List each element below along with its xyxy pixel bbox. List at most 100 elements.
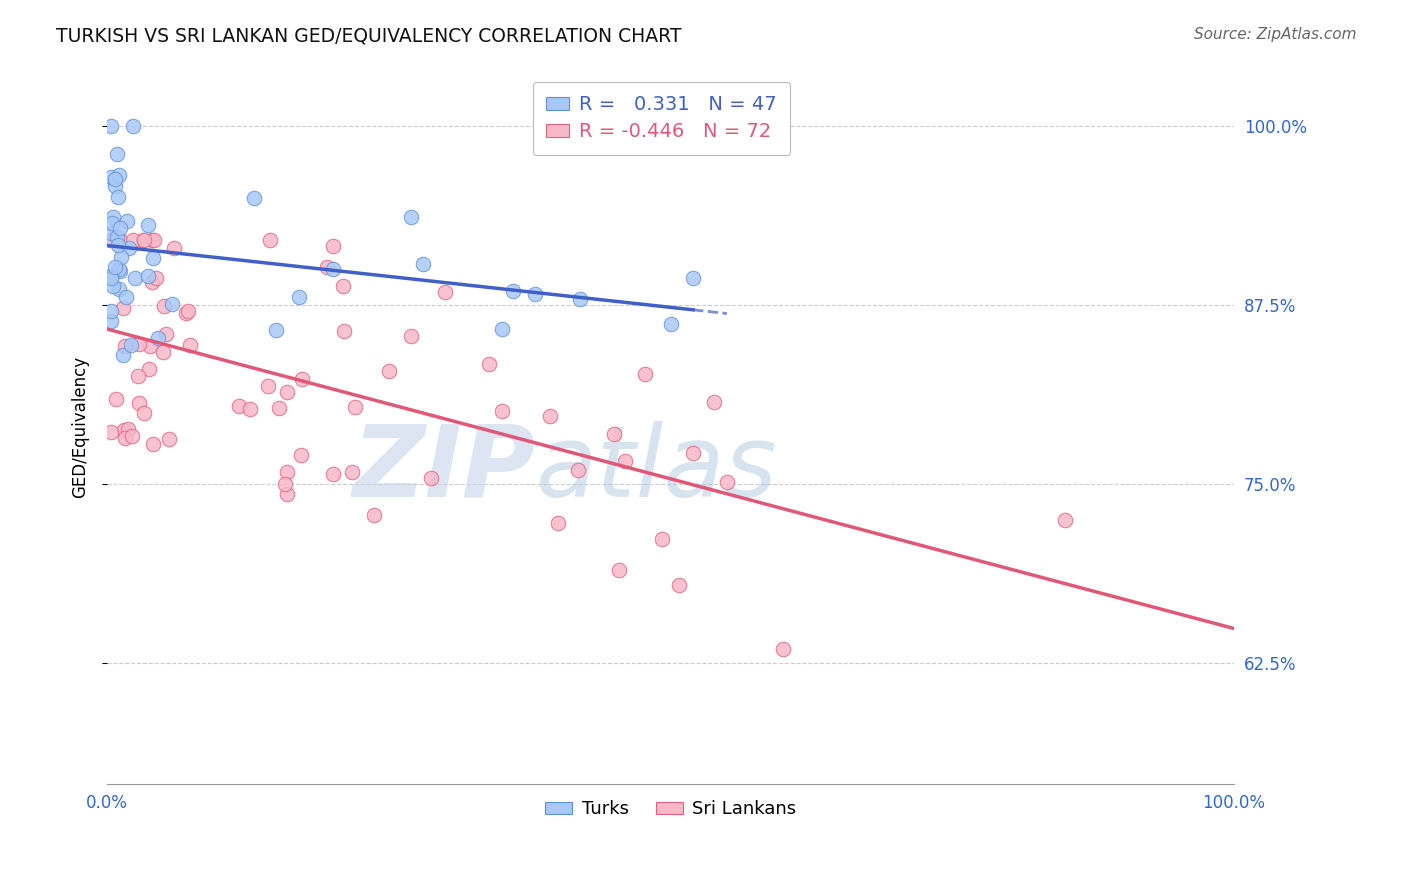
- Point: [538, 409, 561, 423]
- Point: [276, 465, 298, 479]
- Point: [128, 396, 150, 410]
- Point: [134, 406, 156, 420]
- Point: [716, 475, 738, 489]
- Point: [659, 317, 682, 331]
- Point: [100, 226, 122, 240]
- Point: [772, 642, 794, 657]
- Point: [174, 306, 197, 320]
- Point: [124, 271, 146, 285]
- Point: [502, 284, 524, 298]
- Point: [344, 400, 367, 414]
- Point: [257, 379, 280, 393]
- Point: [105, 392, 128, 406]
- Point: [114, 431, 136, 445]
- Point: [569, 292, 592, 306]
- Legend: Turks, Sri Lankans: Turks, Sri Lankans: [538, 793, 803, 825]
- Point: [401, 210, 423, 224]
- Point: [107, 237, 129, 252]
- Point: [108, 233, 131, 247]
- Point: [146, 331, 169, 345]
- Point: [100, 268, 122, 283]
- Point: [273, 476, 295, 491]
- Point: [340, 465, 363, 479]
- Point: [547, 516, 569, 530]
- Point: [291, 372, 314, 386]
- Point: [121, 429, 143, 443]
- Point: [316, 260, 339, 275]
- Point: [132, 233, 155, 247]
- Point: [108, 262, 131, 277]
- Point: [128, 337, 150, 351]
- Point: [141, 233, 163, 247]
- Point: [110, 250, 132, 264]
- Point: [145, 270, 167, 285]
- Point: [100, 314, 122, 328]
- Point: [491, 322, 513, 336]
- Point: [101, 279, 124, 293]
- Point: [179, 338, 201, 352]
- Point: [114, 339, 136, 353]
- Point: [100, 270, 122, 285]
- Point: [104, 260, 127, 274]
- Point: [703, 394, 725, 409]
- Point: [117, 422, 139, 436]
- Point: [682, 446, 704, 460]
- Point: [118, 241, 141, 255]
- Point: [634, 368, 657, 382]
- Point: [141, 275, 163, 289]
- Point: [107, 168, 129, 182]
- Y-axis label: GED/Equivalency: GED/Equivalency: [72, 355, 89, 498]
- Point: [122, 233, 145, 247]
- Point: [111, 348, 134, 362]
- Point: [177, 304, 200, 318]
- Point: [101, 233, 124, 247]
- Point: [401, 329, 423, 343]
- Point: [100, 216, 122, 230]
- Point: [322, 239, 344, 253]
- Point: [120, 338, 142, 352]
- Point: [100, 233, 122, 247]
- Point: [108, 220, 131, 235]
- Point: [115, 214, 138, 228]
- Point: [412, 257, 434, 271]
- Point: [155, 326, 177, 341]
- Point: [682, 270, 704, 285]
- Point: [567, 462, 589, 476]
- Point: [112, 423, 135, 437]
- Point: [239, 401, 262, 416]
- Point: [276, 486, 298, 500]
- Point: [163, 241, 186, 255]
- Point: [122, 119, 145, 133]
- Point: [276, 385, 298, 400]
- Point: [651, 532, 673, 546]
- Point: [434, 285, 457, 299]
- Point: [104, 172, 127, 186]
- Point: [100, 169, 122, 184]
- Point: [290, 449, 312, 463]
- Point: [157, 432, 180, 446]
- Point: [288, 290, 311, 304]
- Point: [332, 279, 354, 293]
- Point: [333, 325, 356, 339]
- Text: TURKISH VS SRI LANKAN GED/EQUIVALENCY CORRELATION CHART: TURKISH VS SRI LANKAN GED/EQUIVALENCY CO…: [56, 27, 682, 45]
- Point: [100, 119, 122, 133]
- Point: [132, 233, 155, 247]
- Point: [152, 344, 174, 359]
- Point: [266, 323, 288, 337]
- Point: [136, 219, 159, 233]
- Point: [603, 427, 626, 442]
- Text: ZIP: ZIP: [353, 421, 536, 518]
- Point: [127, 369, 149, 384]
- Text: atlas: atlas: [536, 421, 778, 518]
- Point: [363, 508, 385, 522]
- Point: [115, 290, 138, 304]
- Point: [143, 233, 166, 247]
- Point: [609, 563, 631, 577]
- Point: [491, 404, 513, 418]
- Point: [107, 190, 129, 204]
- Point: [138, 362, 160, 376]
- Point: [136, 269, 159, 284]
- Point: [100, 304, 122, 318]
- Point: [614, 453, 637, 467]
- Point: [668, 578, 690, 592]
